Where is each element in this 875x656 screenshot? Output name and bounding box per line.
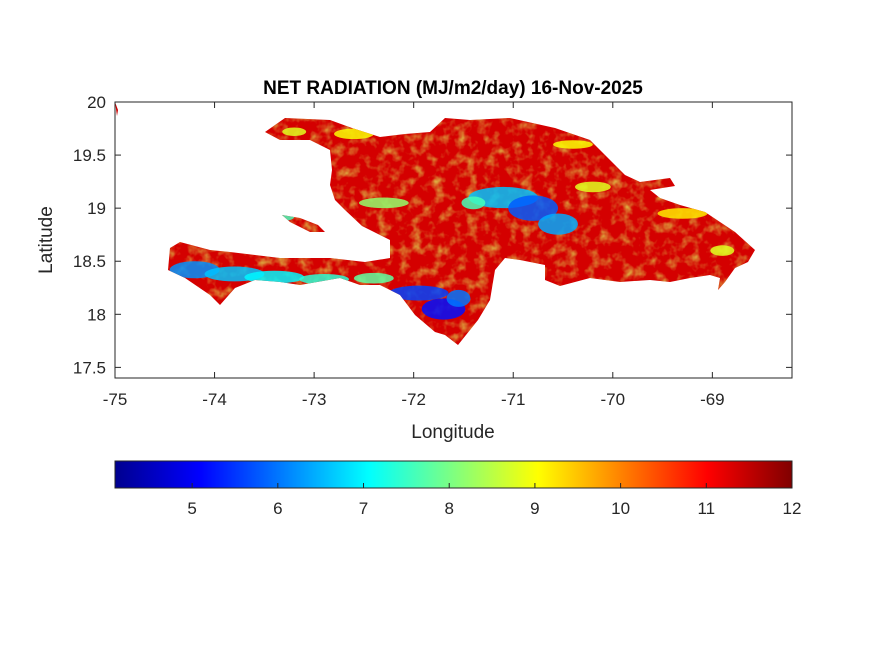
y-tick-label: 19.5 <box>73 146 106 165</box>
colorbar-ticks: 5 6 7 8 9 10 11 12 <box>187 483 801 518</box>
x-tick-label: -71 <box>501 390 526 409</box>
heatmap-cell <box>657 208 708 219</box>
x-tick-label: -72 <box>401 390 426 409</box>
heatmap-cell <box>446 289 471 307</box>
island-outline <box>115 102 118 116</box>
colorbar-tick-label: 11 <box>697 499 715 518</box>
heatmap-cell <box>574 181 611 193</box>
y-axis-label: Latitude <box>36 206 57 274</box>
heatmap-cell <box>388 285 449 301</box>
heatmap-cell <box>508 195 559 221</box>
y-tick-label: 20 <box>87 93 106 112</box>
x-tick-label: -70 <box>601 390 626 409</box>
colorbar-tick-label: 5 <box>187 499 196 518</box>
y-ticks: 17.5 18 18.5 19 19.5 20 <box>73 93 792 377</box>
heatmap-cell <box>710 245 735 256</box>
heatmap-cell <box>244 270 305 284</box>
y-tick-label: 17.5 <box>73 358 106 377</box>
heatmap-hotspots <box>169 127 735 320</box>
colorbar-tick-label: 7 <box>359 499 368 518</box>
x-ticks: -75 -74 -73 -72 -71 -70 -69 <box>103 102 725 409</box>
heatmap-cell <box>282 127 307 136</box>
colorbar <box>114 460 793 489</box>
y-tick-label: 18.5 <box>73 252 106 271</box>
colorbar-tick-label: 10 <box>611 499 630 518</box>
heatmap-cell <box>353 272 394 284</box>
x-axis-label: Longitude <box>411 422 494 443</box>
y-tick-label: 18 <box>87 305 106 324</box>
heatmap-cell <box>538 213 578 235</box>
chart-title: NET RADIATION (MJ/m2/day) 16-Nov-2025 <box>263 78 643 99</box>
colorbar-tick-label: 9 <box>530 499 539 518</box>
x-tick-label: -75 <box>103 390 128 409</box>
colorbar-tick-label: 8 <box>444 499 453 518</box>
colorbar-tick-label: 12 <box>783 499 802 518</box>
heatmap-cell <box>553 140 593 149</box>
colorbar-tick-label: 6 <box>273 499 282 518</box>
y-tick-label: 19 <box>87 199 106 218</box>
x-tick-label: -74 <box>202 390 227 409</box>
x-tick-label: -73 <box>302 390 327 409</box>
heatmap-cell <box>358 197 409 209</box>
x-tick-label: -69 <box>700 390 725 409</box>
heatmap-cell <box>461 196 486 210</box>
